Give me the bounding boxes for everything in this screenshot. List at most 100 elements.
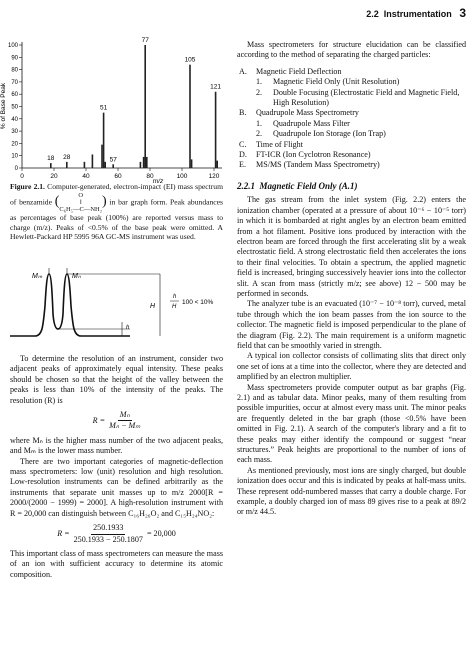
page-number: 3 — [459, 6, 466, 20]
eq-rhs: = 20,000 — [146, 528, 176, 538]
list-item: B. Quadrupole Mass Spectrometry — [239, 108, 466, 118]
left-column: To determine the resolution of an instru… — [10, 354, 223, 580]
paragraph: The gas stream from the inlet system (Fi… — [237, 195, 466, 298]
label-mn: Mₙ — [72, 273, 81, 280]
numerator: Mₙ — [117, 410, 132, 422]
ratio-text: 100 < 10% — [182, 299, 213, 306]
paragraph: As mentioned previously, most ions are s… — [237, 465, 466, 517]
bar — [102, 112, 105, 168]
label-H: H — [150, 303, 156, 310]
peak-label: 18 — [47, 155, 55, 162]
denominator: 250.1933 − 250.1807 — [73, 534, 143, 544]
caption-text: Computer-generated, electron-impact (EI)… — [10, 182, 223, 207]
ratio-H: H — [172, 304, 177, 310]
eq-lhs: R = — [92, 415, 106, 425]
bar — [83, 161, 86, 168]
bar — [50, 163, 52, 168]
running-header: 2.2 Instrumentation 3 — [366, 6, 466, 20]
bar — [214, 91, 217, 168]
paragraphs: The gas stream from the inlet system (Fi… — [237, 195, 466, 518]
x-axis-label: m/z — [153, 178, 164, 185]
method-list: A. Magnetic Field Deflection 1. Magnetic Fi… — [239, 67, 466, 171]
list-item: D. FT-ICR (Ion Cyclotron Resonance) — [239, 150, 466, 160]
peak-label: 105 — [185, 57, 196, 64]
y-tick-label: 90 — [11, 55, 18, 61]
formula-main: C₆H₅—C—NH₂ — [59, 205, 102, 213]
bar — [146, 156, 148, 168]
fraction: 250.1933 250.1933 − 250.1807 — [74, 523, 143, 545]
sub-item: 1. Quadrupole Mass Filter — [239, 119, 466, 129]
fraction: Mₙ Mₙ − Mₘ — [109, 410, 140, 432]
paragraph: To determine the resolution of an instru… — [10, 354, 223, 405]
y-tick-label: 0 — [15, 166, 19, 172]
paragraph: where Mₙ is the higher mass number of th… — [10, 435, 223, 456]
ratio-h: h — [173, 294, 177, 300]
paren: ( — [54, 194, 60, 210]
paragraph: The analyzer tube is an evacuated (10⁻⁷ … — [237, 299, 466, 350]
item-mark: E. — [239, 160, 246, 170]
item-mark: D. — [239, 150, 247, 160]
y-axis-label: % of Base Peak — [0, 82, 7, 129]
item-text: Time of Flight — [256, 139, 303, 149]
item-mark: A. — [239, 66, 247, 76]
equation: R = 250.1933 250.1933 − 250.1807 = 20,000 — [10, 523, 223, 545]
paragraph: Mass spectrometers provide computer outp… — [237, 382, 466, 465]
formula: ( O ‖ C₆H₅—C—NH₂ ) — [55, 192, 107, 213]
x-tick-label: 120 — [209, 173, 220, 180]
bar — [101, 144, 103, 168]
item-mark: 1. — [256, 118, 263, 128]
y-tick-label: 100 — [8, 43, 19, 49]
double-bond: ‖ — [79, 198, 82, 206]
item-mark: 2. — [256, 129, 263, 139]
paragraph: Mass spectrometers for structure elucida… — [237, 40, 466, 60]
heading-number: 2.2.1 — [237, 180, 255, 191]
heading-title: Magnetic Field Only (A.1) — [259, 180, 358, 191]
bar — [66, 161, 68, 168]
caption-label: Figure 2.1. — [10, 182, 45, 191]
section-title: Instrumentation — [383, 9, 452, 19]
figure-caption: Figure 2.1. Computer-generated, electron… — [10, 182, 223, 242]
y-tick-label: 20 — [11, 141, 18, 147]
paren: ) — [101, 194, 107, 210]
bar — [189, 64, 191, 168]
peak-label: 77 — [142, 37, 150, 44]
bar — [139, 161, 142, 168]
paragraph: This important class of mass spectromete… — [10, 548, 223, 579]
eq-lhs: R = — [57, 528, 70, 538]
paragraph: A typical ion collector consists of coll… — [237, 351, 466, 382]
equation: R = Mₙ Mₙ − Mₘ — [10, 410, 223, 432]
x-tick-label: 40 — [82, 173, 90, 180]
bar — [190, 159, 193, 168]
x-tick-label: 100 — [177, 173, 188, 180]
paragraph: There are two important categories of ma… — [10, 456, 223, 518]
y-tick-label: 30 — [11, 129, 18, 135]
item-text: Quadrupole Ion Storage (Ion Trap) — [273, 129, 386, 139]
sub-item: 2. Quadrupole Ion Storage (Ion Trap) — [239, 129, 466, 139]
list-item: C. Time of Flight — [239, 140, 466, 150]
item-text: Quadrupole Mass Filter — [273, 118, 350, 128]
item-mark: C. — [239, 139, 247, 149]
caption-text: in bar graph form. Peak abundances as pe… — [10, 197, 223, 242]
peak-label: 57 — [110, 156, 118, 163]
formula-oxygen: O — [78, 191, 84, 199]
spectrum-chart: % of Base Peak m/z 0 10 20 30 40 50 60 70 80 90 10… — [0, 37, 222, 185]
item-text: Magnetic Field Deflection — [256, 66, 342, 76]
item-mark: B. — [239, 108, 247, 118]
list-item: E. MS/MS (Tandem Mass Spectrometry) — [239, 160, 466, 170]
item-text: Magnetic Field Only (Unit Resolution) — [273, 77, 400, 87]
x-tick-label: 0 — [20, 173, 24, 180]
y-tick-label: 40 — [11, 117, 18, 123]
label-mm: Mₘ — [32, 273, 43, 280]
sub-item: 1. Magnetic Field Only (Unit Resolution) — [239, 77, 466, 87]
item-mark: 2. — [256, 87, 263, 97]
right-column: Mass spectrometers for structure elucida… — [237, 40, 466, 518]
bar — [142, 156, 145, 168]
bar — [104, 161, 106, 168]
item-text: FT-ICR (Ion Cyclotron Resonance) — [256, 150, 371, 160]
peak-label: 28 — [63, 154, 71, 161]
formula-body: O ‖ C₆H₅—C—NH₂ — [59, 192, 102, 213]
y-tick-label: 80 — [11, 68, 18, 74]
x-tick-label: 20 — [50, 173, 58, 180]
label-h: h — [126, 325, 130, 331]
